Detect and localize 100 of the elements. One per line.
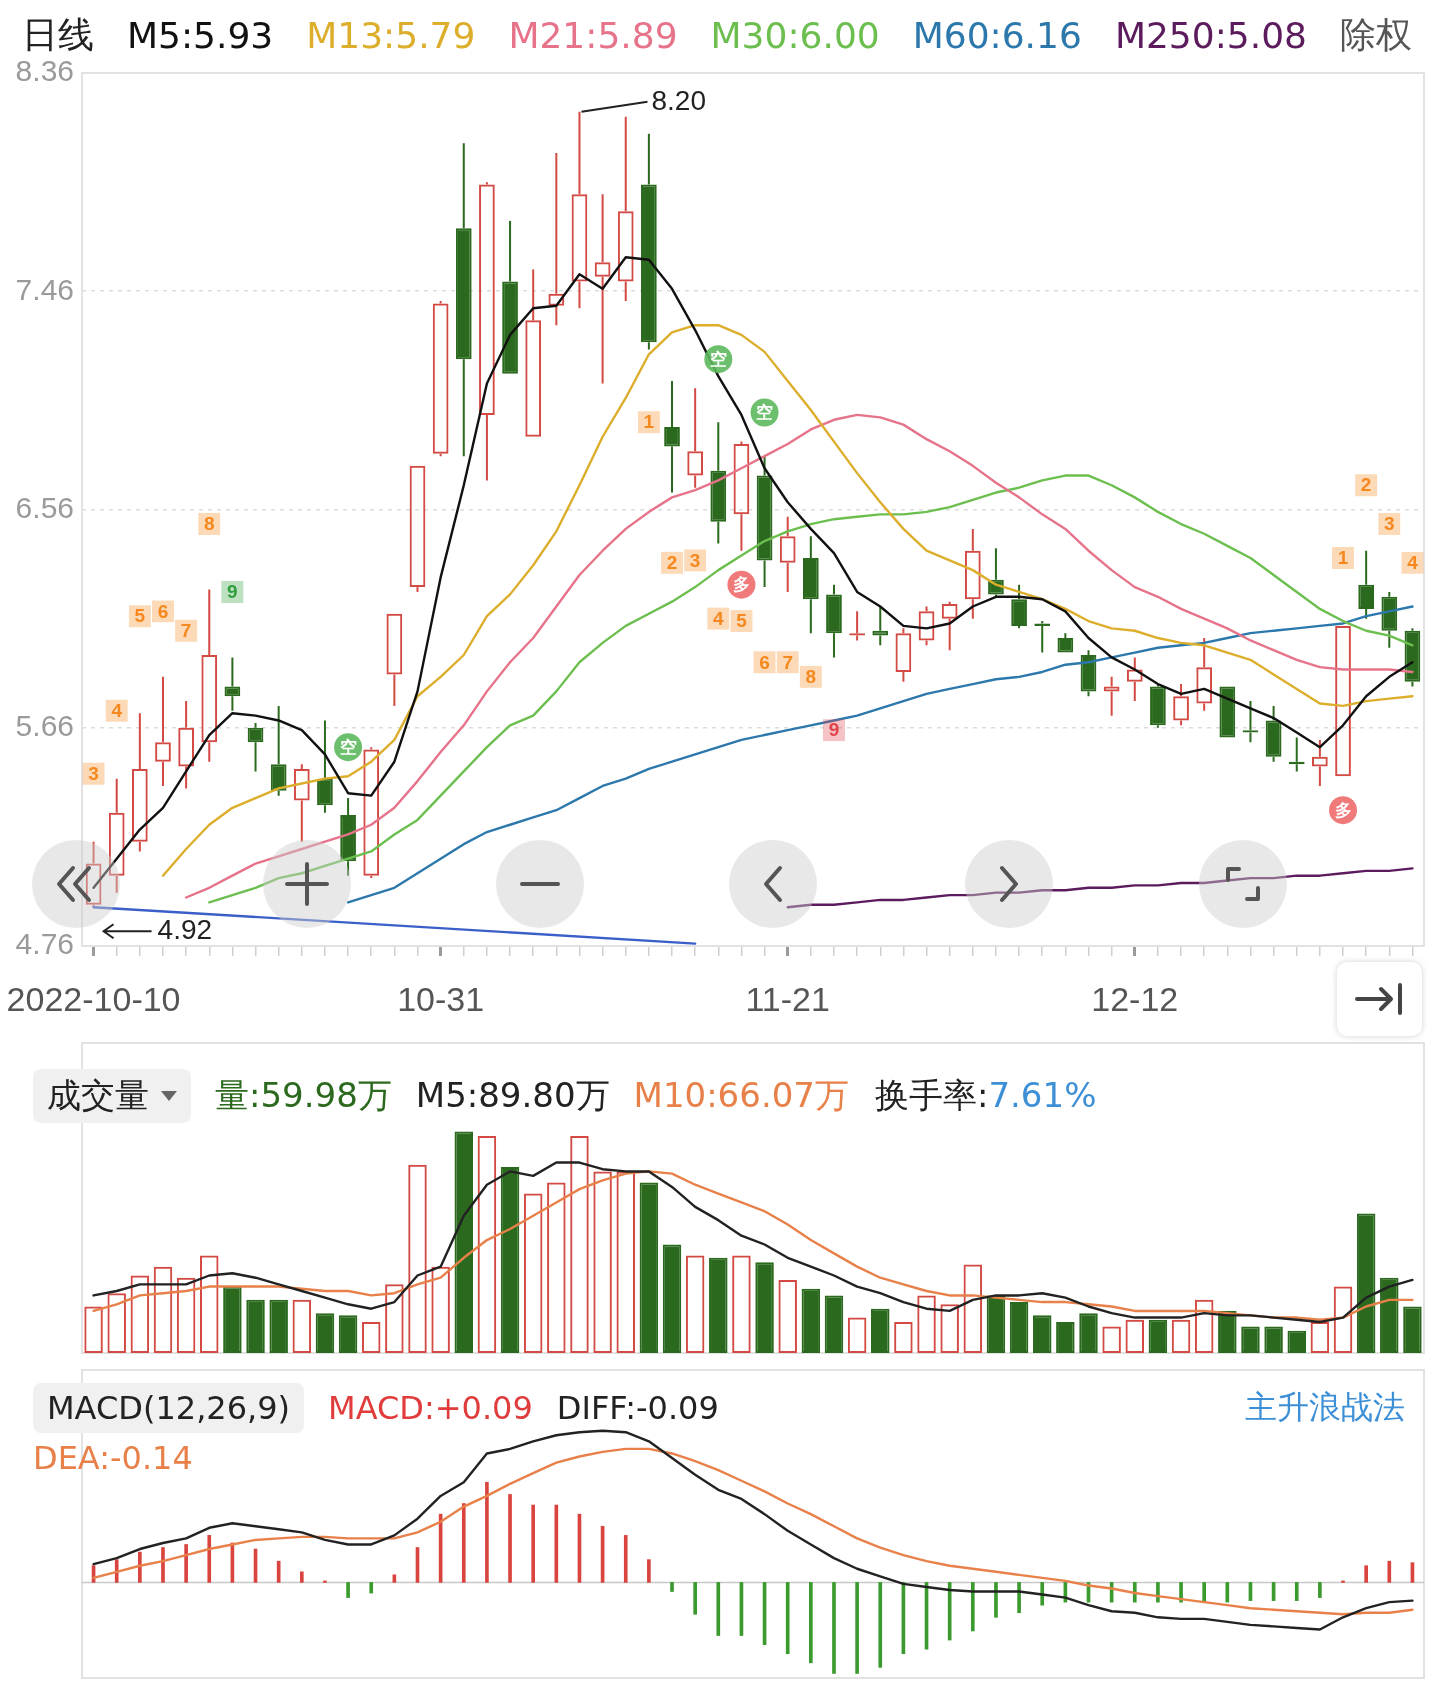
- x-tick-label: 12-12: [1091, 979, 1179, 1018]
- text: 空: [709, 349, 727, 369]
- bar: [299, 1571, 304, 1583]
- bar: [1387, 1560, 1392, 1583]
- bar: [1318, 1582, 1322, 1598]
- text: 4: [1407, 552, 1418, 574]
- bar: [554, 1504, 559, 1583]
- candlestick: [317, 719, 333, 814]
- bar: [485, 1481, 489, 1583]
- text: 空: [756, 403, 774, 423]
- candlestick: [340, 797, 356, 877]
- series-label: 多: [1334, 800, 1352, 820]
- series-label: DIFF:-0.09: [556, 1389, 719, 1427]
- text: M5:5.93: [127, 14, 274, 56]
- candlestick: [826, 583, 842, 659]
- text: 换手率:7.61%: [874, 1075, 1097, 1115]
- series-label: M10:66.07万: [633, 1074, 849, 1117]
- y-tick-label: 5.66: [15, 709, 74, 743]
- y-tick-label: 7.46: [15, 272, 74, 306]
- text: 主升浪战法: [1245, 1387, 1405, 1428]
- bar: [1341, 1580, 1345, 1583]
- series-label: 8: [203, 513, 215, 535]
- bar: [161, 1547, 165, 1583]
- chart-title: 日线: [22, 12, 94, 57]
- text: 5: [736, 610, 747, 632]
- text: 多: [732, 575, 750, 595]
- bar: [623, 1535, 628, 1583]
- text: 8: [805, 666, 817, 688]
- series-label: 4: [111, 700, 123, 722]
- bar: [1179, 1582, 1183, 1603]
- bar: [1017, 1582, 1021, 1614]
- y-tick-label: 8.36: [15, 54, 74, 88]
- bar: [716, 1582, 721, 1636]
- series-label: 量:59.98万: [215, 1074, 392, 1117]
- series-label: M5:89.80万: [415, 1074, 610, 1117]
- text: 2: [666, 552, 678, 574]
- text: MACD:+0.09: [328, 1389, 533, 1427]
- text: 3: [689, 549, 701, 571]
- bar: [346, 1582, 350, 1598]
- text: 8.20: [651, 84, 706, 116]
- bar: [276, 1560, 281, 1583]
- text: M60:6.16: [912, 14, 1082, 56]
- candlestick: [641, 132, 657, 351]
- candlestick: [872, 605, 889, 647]
- bar: [878, 1582, 883, 1668]
- x-tick-label: 2022-10-10: [6, 979, 181, 1018]
- series-label: 2: [1360, 474, 1372, 496]
- bar: [809, 1582, 813, 1664]
- bar: [369, 1582, 374, 1594]
- candlestick: [1150, 683, 1166, 729]
- candlestick: [1381, 590, 1398, 649]
- text: 4.92: [157, 913, 213, 945]
- series-label: 6: [759, 651, 770, 673]
- series-label: 3: [88, 763, 99, 785]
- text: 4: [713, 607, 724, 629]
- bar: [855, 1582, 859, 1674]
- series-label: 空: [339, 737, 357, 757]
- bar: [785, 1582, 790, 1655]
- bar: [1294, 1582, 1299, 1601]
- bar: [947, 1582, 952, 1641]
- bar: [508, 1494, 512, 1583]
- bar: [970, 1582, 975, 1632]
- text: 7: [180, 619, 192, 641]
- bar: [531, 1504, 536, 1583]
- text: 除权: [1339, 12, 1412, 57]
- text: 6: [157, 600, 169, 622]
- candlestick: [710, 421, 727, 545]
- series-label: 5: [134, 605, 146, 627]
- candlestick: [270, 704, 287, 797]
- bar: [461, 1503, 466, 1583]
- series-label: 9: [227, 581, 238, 603]
- bar: [1156, 1582, 1160, 1603]
- candlestick: [756, 455, 773, 589]
- candlestick: [455, 142, 472, 458]
- text: M21:5.89: [508, 14, 678, 56]
- series-label: 1: [643, 411, 655, 433]
- text: 3: [1384, 513, 1395, 535]
- candlestick: [502, 219, 518, 374]
- bar: [1202, 1582, 1207, 1603]
- y-tick-label: 4.76: [15, 927, 74, 961]
- text: M250:5.08: [1114, 14, 1307, 56]
- bar: [832, 1582, 836, 1674]
- chart-title: MACD(12,26,9): [47, 1389, 291, 1427]
- bar: [693, 1582, 697, 1615]
- bar: [207, 1535, 212, 1583]
- series-label: 7: [782, 651, 793, 673]
- bar: [323, 1580, 327, 1583]
- text: 1: [1337, 547, 1349, 569]
- text: 9: [828, 719, 840, 741]
- bar: [670, 1582, 674, 1592]
- x-tick-label: 10-31: [397, 979, 485, 1018]
- bar: [138, 1551, 142, 1583]
- candlestick: [802, 535, 819, 635]
- bar: [1132, 1582, 1137, 1603]
- y-tick-label: 6.56: [15, 490, 74, 524]
- bar: [647, 1559, 651, 1583]
- bar: [1364, 1565, 1368, 1583]
- x-tick-label: 11-21: [745, 979, 830, 1018]
- candlestick: [1265, 704, 1282, 763]
- bar: [184, 1544, 188, 1583]
